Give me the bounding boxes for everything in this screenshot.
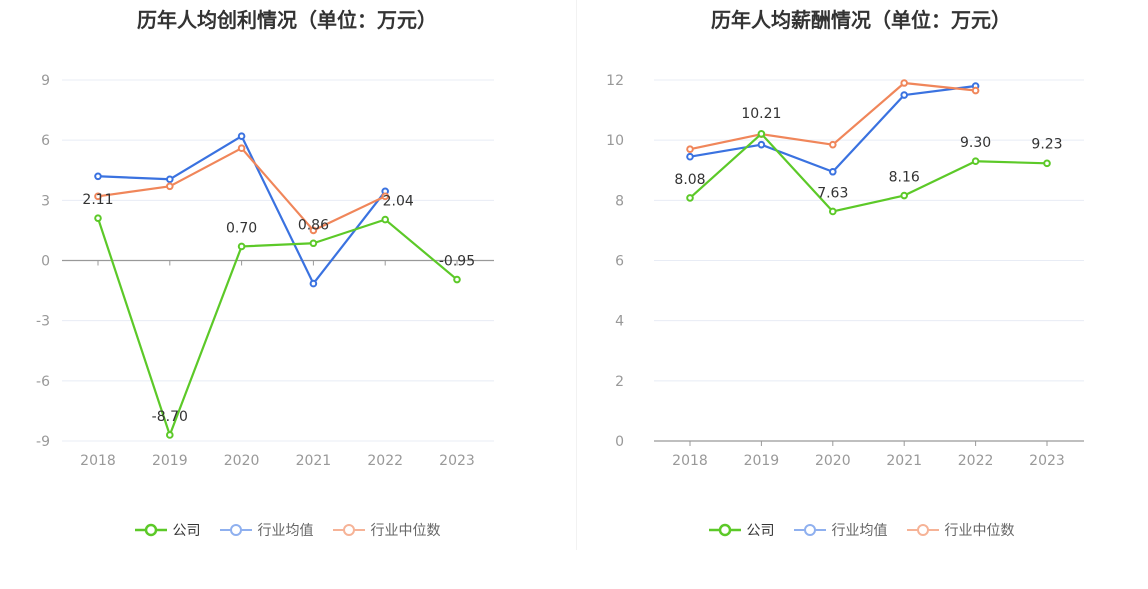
data-point-industry-avg bbox=[900, 91, 909, 99]
data-label: 9.23 bbox=[1031, 136, 1062, 152]
legend-label-company: 公司 bbox=[746, 523, 775, 539]
legend-marker-industry-median-icon bbox=[906, 524, 939, 536]
legend-item-industry-median[interactable]: 行业中位数 bbox=[906, 520, 1015, 540]
y-tick-label: 6 bbox=[615, 254, 624, 270]
series-line-company bbox=[96, 217, 458, 437]
y-tick-label: -6 bbox=[36, 374, 50, 390]
data-label: -0.95 bbox=[439, 254, 475, 270]
data-point-company bbox=[94, 214, 102, 222]
x-tick-label: 2019 bbox=[152, 453, 188, 469]
data-point-industry-avg bbox=[237, 132, 246, 140]
data-point-company bbox=[900, 191, 909, 200]
data-point-company bbox=[757, 130, 766, 138]
data-point-company bbox=[237, 242, 246, 251]
data-label: 7.63 bbox=[817, 185, 848, 201]
data-point-industry-median bbox=[237, 144, 246, 152]
chart-title: 历年人均创利情况（单位：万元） bbox=[137, 8, 437, 32]
series-line-company bbox=[689, 132, 1048, 213]
data-point-industry-avg bbox=[94, 172, 102, 181]
legend-label-industry-median: 行业中位数 bbox=[370, 523, 441, 539]
y-tick-label: 9 bbox=[41, 73, 50, 89]
data-label: 2.04 bbox=[383, 194, 414, 210]
salary-per-capita-chart: 历年人均薪酬情况（单位：万元） 12 10 8 6 4 2 0 2018 2019 2020 202… bbox=[574, 0, 1148, 589]
chart-title: 历年人均薪酬情况（单位：万元） bbox=[711, 8, 1011, 32]
data-point-company bbox=[381, 215, 390, 224]
x-tick-label: 2022 bbox=[367, 453, 403, 469]
data-point-company bbox=[828, 207, 837, 216]
legend-item-industry-median[interactable]: 行业中位数 bbox=[332, 520, 441, 540]
data-point-industry-avg bbox=[686, 152, 694, 161]
legend-item-company[interactable]: 公司 bbox=[134, 520, 201, 540]
data-point-industry-avg bbox=[828, 167, 837, 176]
data-point-industry-median bbox=[94, 192, 102, 201]
y-tick-label: 0 bbox=[41, 254, 50, 270]
data-point-industry-median bbox=[309, 226, 318, 235]
y-tick-label: 8 bbox=[615, 193, 624, 209]
data-point-industry-median bbox=[971, 86, 980, 95]
data-label: 0.70 bbox=[226, 220, 257, 236]
series-line-industry-median bbox=[97, 147, 386, 232]
chart-legend: 公司 行业均值 行业中位数 bbox=[0, 518, 574, 542]
legend-label-industry-avg: 行业均值 bbox=[831, 523, 888, 539]
x-tick-label: 2022 bbox=[958, 453, 994, 469]
data-point-company bbox=[309, 239, 318, 248]
data-label: 8.16 bbox=[889, 170, 920, 186]
legend-label-company: 公司 bbox=[172, 523, 201, 539]
x-tick-label: 2020 bbox=[815, 453, 851, 469]
y-tick-label: 10 bbox=[606, 133, 624, 149]
y-tick-label: 4 bbox=[615, 314, 624, 330]
data-point-company bbox=[453, 275, 461, 284]
x-tick-label: 2023 bbox=[439, 453, 475, 469]
x-tick-label: 2018 bbox=[672, 453, 708, 469]
x-tick-label: 2021 bbox=[296, 453, 332, 469]
x-tick-label: 2020 bbox=[224, 453, 260, 469]
data-point-industry-median bbox=[828, 140, 837, 149]
chart-plot-area: 9 6 3 0 -3 -6 -9 2018 2019 2020 2021 2022 2023 2.11 -8… bbox=[36, 73, 494, 469]
legend-marker-company-icon bbox=[708, 523, 741, 537]
data-point-company bbox=[971, 157, 980, 166]
x-tick-label: 2021 bbox=[886, 453, 922, 469]
panel-divider bbox=[576, 0, 577, 550]
data-point-company bbox=[1043, 159, 1051, 168]
data-point-company bbox=[686, 194, 694, 202]
y-tick-label: 6 bbox=[41, 133, 50, 149]
legend-marker-industry-median-icon bbox=[332, 524, 365, 536]
x-tick-label: 2018 bbox=[80, 453, 116, 469]
legend-marker-industry-avg-icon bbox=[219, 524, 252, 536]
legend-label-industry-median: 行业中位数 bbox=[944, 523, 1015, 539]
chart-legend: 公司 行业均值 行业中位数 bbox=[574, 518, 1148, 542]
data-point-industry-median bbox=[381, 192, 390, 201]
legend-label-industry-avg: 行业均值 bbox=[257, 523, 314, 539]
legend-marker-company-icon bbox=[134, 523, 167, 537]
data-point-company bbox=[166, 431, 174, 439]
data-point-industry-avg bbox=[166, 175, 174, 184]
data-point-industry-median bbox=[686, 145, 694, 153]
data-label: 0.86 bbox=[298, 217, 329, 233]
legend-item-industry-avg[interactable]: 行业均值 bbox=[793, 520, 888, 540]
data-label: 10.21 bbox=[741, 106, 781, 122]
x-tick-label: 2019 bbox=[744, 453, 780, 469]
legend-item-company[interactable]: 公司 bbox=[708, 520, 775, 540]
data-label: -8.70 bbox=[152, 409, 188, 425]
profit-per-capita-chart: 历年人均创利情况（单位：万元） 9 6 3 0 -3 -6 -9 2018 2019 2020 20… bbox=[0, 8, 574, 542]
chart-plot-area: 12 10 8 6 4 2 0 2018 2019 2020 2021 2022 2023 8.08 10.… bbox=[606, 73, 1084, 469]
x-tick-label: 2023 bbox=[1029, 453, 1065, 469]
legend-marker-industry-avg-icon bbox=[793, 524, 826, 536]
data-point-industry-avg bbox=[309, 279, 318, 288]
y-tick-label: 12 bbox=[606, 73, 624, 89]
y-tick-label: 3 bbox=[41, 193, 50, 209]
y-tick-label: -3 bbox=[36, 314, 50, 330]
y-tick-label: 0 bbox=[615, 434, 624, 450]
legend-item-industry-avg[interactable]: 行业均值 bbox=[219, 520, 314, 540]
y-tick-label: -9 bbox=[36, 434, 50, 450]
series-line-industry-median bbox=[689, 81, 976, 151]
data-point-industry-median bbox=[900, 79, 909, 87]
data-point-industry-median bbox=[166, 182, 174, 191]
data-label: 8.08 bbox=[674, 172, 705, 188]
data-point-industry-avg bbox=[757, 140, 766, 149]
data-label: 9.30 bbox=[960, 135, 991, 151]
data-label: 2.11 bbox=[82, 192, 113, 208]
y-tick-label: 2 bbox=[615, 374, 624, 390]
